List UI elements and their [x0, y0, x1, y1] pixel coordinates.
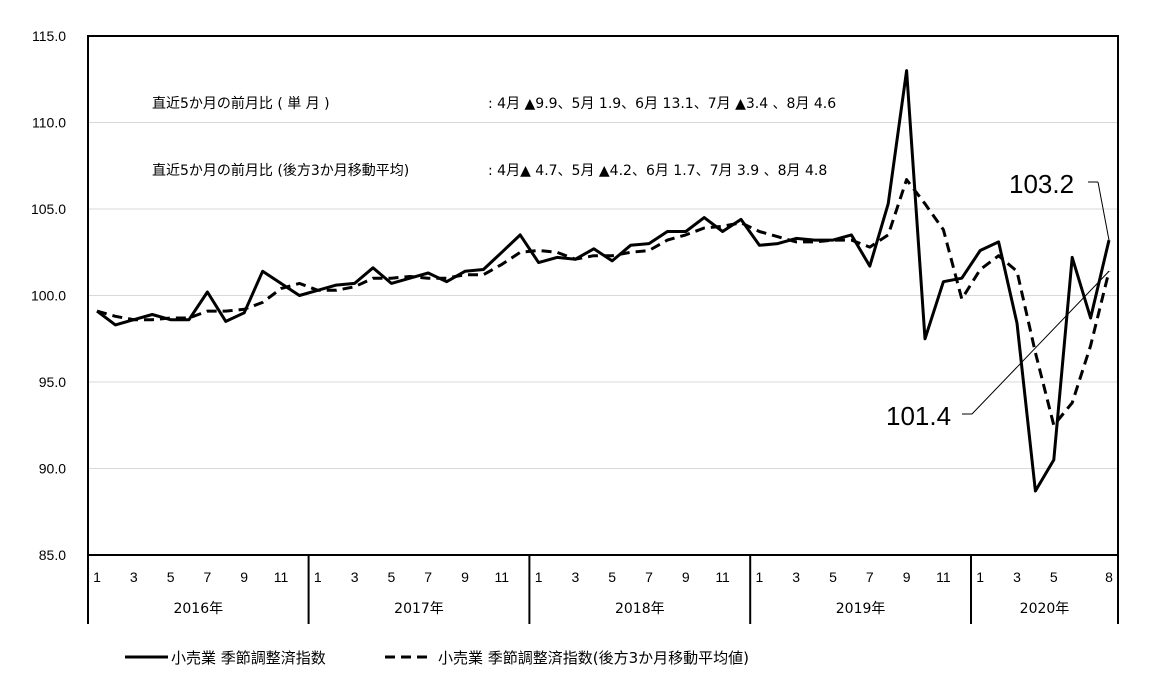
x-tick-label: 11: [715, 569, 730, 585]
callout-solid-leader-diagonal: [1097, 181, 1110, 241]
callout-solid-label: 103.2: [1009, 169, 1074, 199]
x-tick-label: 5: [829, 569, 837, 585]
x-tick-label: 7: [645, 569, 653, 585]
y-tick-label: 110.0: [32, 115, 66, 131]
x-tick-label: 7: [204, 569, 212, 585]
x-tick-label: 8: [1105, 569, 1113, 585]
grid-lines: [88, 122, 1118, 469]
callout-dashed-leader-diagonal: [971, 270, 1110, 415]
y-tick-label: 90.0: [39, 461, 66, 477]
y-axis-ticks: 115.0 110.0 105.0 100.0 95.0 90.0 85.0: [31, 28, 66, 563]
x-tick-label: 1: [756, 569, 764, 585]
x-tick-label: 1: [93, 569, 101, 585]
x-tick-label: 9: [461, 569, 469, 585]
callout-dashed-label: 101.4: [886, 401, 951, 431]
x-tick-label: 3: [572, 569, 580, 585]
legend-solid-label: 小売業 季節調整済指数: [171, 649, 326, 667]
plot-frame: [87, 35, 1119, 556]
x-tick-label: 5: [388, 569, 396, 585]
legend-dashed-label: 小売業 季節調整済指数(後方3か月移動平均値): [438, 649, 749, 667]
year-label: 2020年: [1020, 601, 1070, 617]
x-tick-label: 11: [495, 569, 510, 585]
annotation-2-text: 直近5か月の前月比 (後方3か月移動平均): [152, 162, 409, 179]
x-tick-label: 9: [240, 569, 248, 585]
x-tick-label: 9: [903, 569, 911, 585]
year-label: 2018年: [615, 601, 665, 617]
x-tick-label: 1: [314, 569, 322, 585]
y-tick-label: 95.0: [39, 374, 66, 390]
y-tick-label: 105.0: [31, 201, 66, 217]
x-tick-label: 3: [792, 569, 800, 585]
year-label: 2016年: [173, 601, 223, 617]
x-tick-label: 7: [866, 569, 874, 585]
y-tick-label: 85.0: [39, 547, 66, 563]
x-tick-label: 5: [1050, 569, 1058, 585]
legend: 小売業 季節調整済指数 小売業 季節調整済指数(後方3か月移動平均値): [125, 649, 749, 667]
year-label: 2019年: [836, 601, 886, 617]
callouts: 103.2 101.4: [886, 169, 1110, 431]
annotation-1-detail: : 4月 ▲9.9、5月 1.9、6月 13.1、7月 ▲3.4 、8月 4.6: [488, 96, 836, 112]
x-tick-label: 1: [535, 569, 543, 585]
y-tick-label: 115.0: [32, 28, 66, 44]
x-tick-label: 3: [130, 569, 138, 585]
x-tick-label: 1: [976, 569, 984, 585]
x-tick-label: 5: [608, 569, 616, 585]
x-tick-label: 11: [274, 569, 289, 585]
x-tick-label: 5: [167, 569, 175, 585]
annotation-2-detail: : 4月▲ 4.7、5月 ▲4.2、6月 1.7、7月 3.9 、8月 4.8: [488, 163, 827, 179]
series-lines: [96, 69, 1111, 493]
annotation-1-text: 直近5か月の前月比 ( 単 月 ): [152, 95, 330, 112]
x-tick-label: 9: [682, 569, 690, 585]
x-tick-label: 3: [1013, 569, 1021, 585]
x-tick-label: 3: [351, 569, 359, 585]
y-tick-label: 100.0: [31, 288, 66, 304]
x-tick-label: 11: [936, 569, 951, 585]
x-tick-label: 7: [424, 569, 432, 585]
series-line-solid: [96, 69, 1111, 493]
year-label: 2017年: [394, 601, 444, 617]
